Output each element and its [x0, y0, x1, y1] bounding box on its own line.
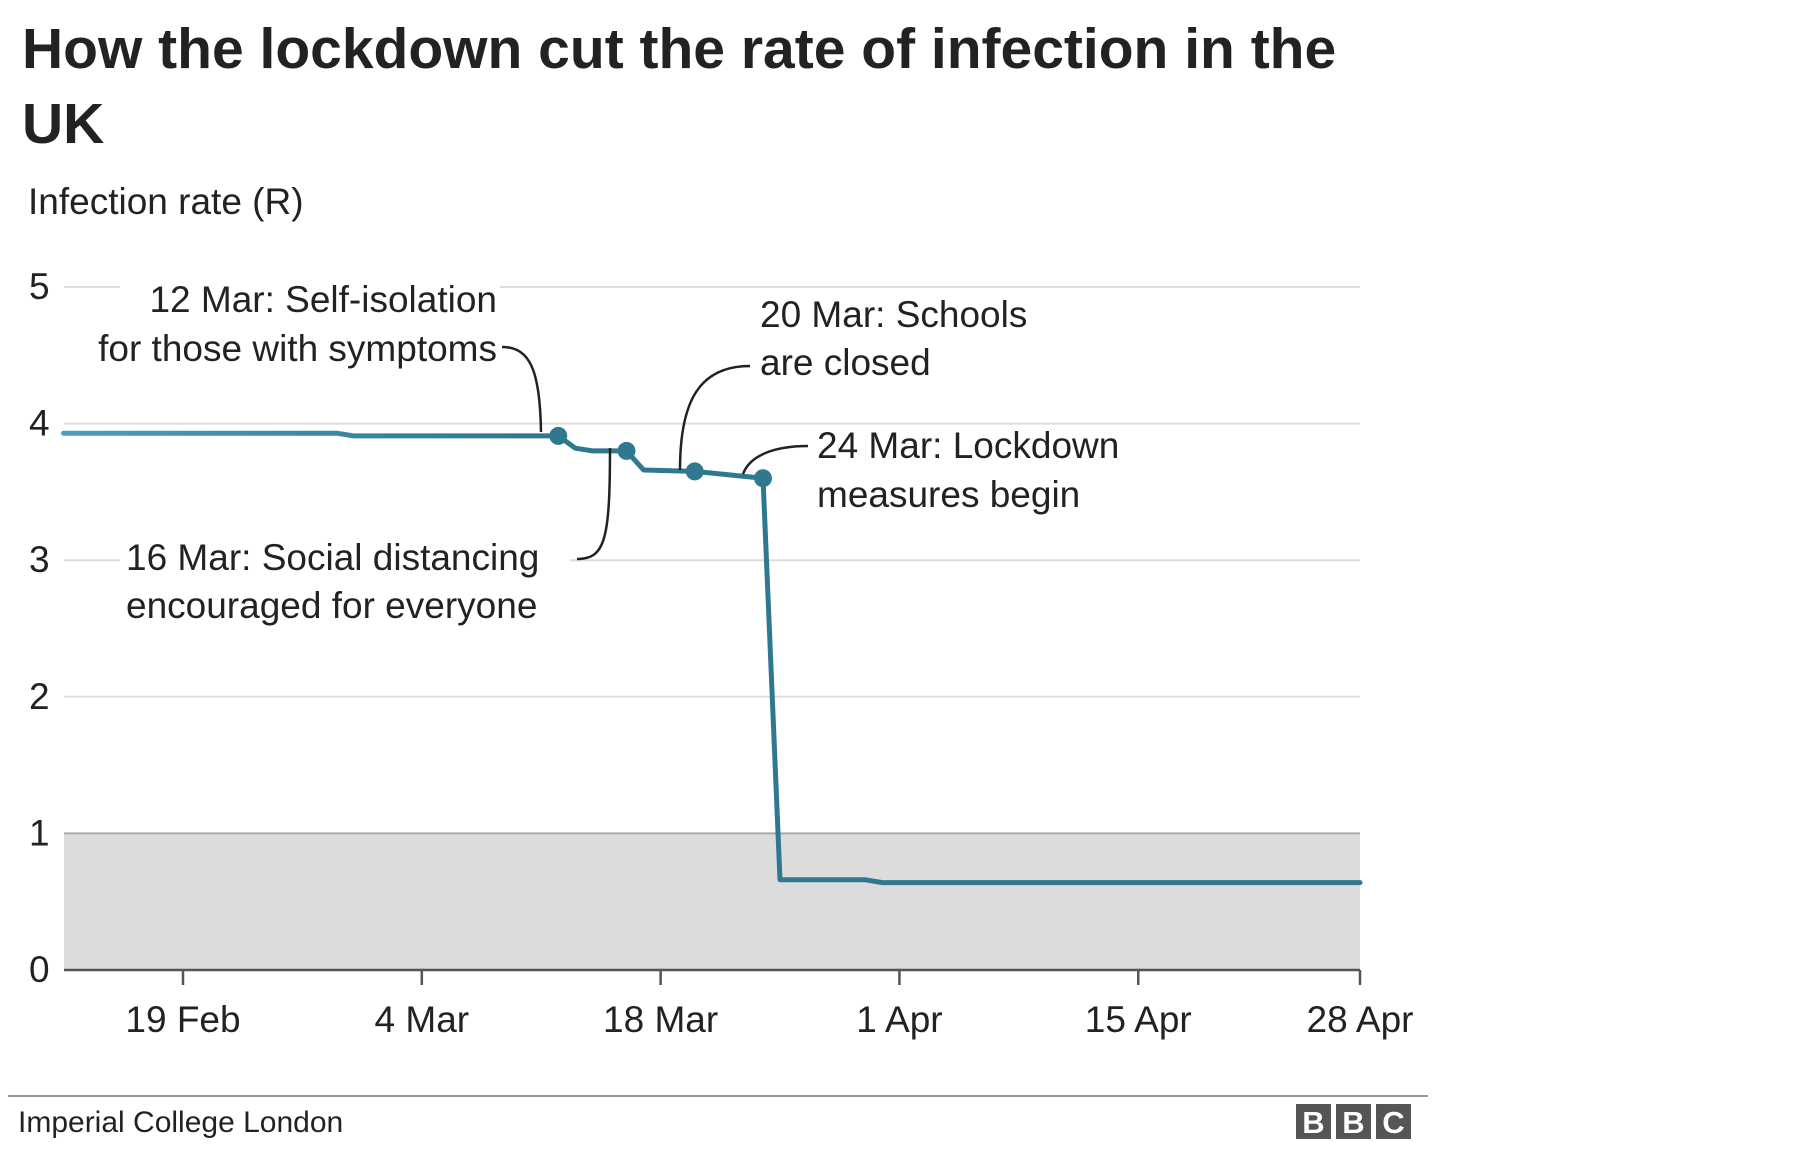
- annotation-lockdown-leader: [741, 444, 809, 475]
- y-tick-label-0: 0: [29, 949, 50, 990]
- y-axis-label: Infection rate (R): [28, 181, 304, 222]
- bbc-logo-box-1: [1336, 1104, 1371, 1139]
- annotation-schools-line-2: are closed: [760, 342, 931, 383]
- y-tick-label-5: 5: [29, 266, 50, 307]
- annotation-social-distancing-leader: [576, 447, 612, 561]
- annotation-self-isolation-line-2: for those with symptoms: [98, 328, 497, 369]
- annotation-social-distancing-line-2: encouraged for everyone: [126, 585, 537, 626]
- annotation-self-isolation-line-1: 12 Mar: Self-isolation: [149, 279, 497, 320]
- shaded-band: [64, 833, 1360, 970]
- x-tick-label-5: 28 Apr: [1307, 999, 1414, 1040]
- bbc-logo-box-0: [1296, 1104, 1331, 1139]
- x-tick-label-0: 19 Feb: [125, 999, 240, 1040]
- infection-rate-series: [61, 430, 1363, 886]
- annotation-self-isolation-leader: [501, 345, 543, 433]
- source-label: Imperial College London: [18, 1106, 343, 1139]
- x-tick-label-3: 1 Apr: [856, 999, 942, 1040]
- bbc-logo-letter-1: B: [1342, 1105, 1364, 1140]
- event-marker-0: [549, 426, 568, 445]
- bbc-logo-letter-2: C: [1382, 1105, 1404, 1140]
- annotation-lockdown-line-1: 24 Mar: Lockdown: [817, 425, 1119, 466]
- y-axis-ticks: 0 1 2 3 4 5: [29, 266, 50, 990]
- x-axis: 19 Feb 4 Mar 18 Mar 1 Apr 15 Apr 28 Apr: [64, 968, 1414, 1040]
- annotation-social-distancing-line-1: 16 Mar: Social distancing: [126, 537, 539, 578]
- x-tick-label-1: 4 Mar: [375, 999, 470, 1040]
- y-tick-label-2: 2: [29, 676, 50, 717]
- x-tick-label-2: 18 Mar: [603, 999, 718, 1040]
- annotation-self-isolation-bg: [120, 278, 500, 368]
- event-marker-3: [753, 469, 772, 488]
- chart-title: How the lockdown cut the rate of infecti…: [22, 17, 1337, 156]
- annotation-social-distancing-bg: [120, 530, 570, 630]
- x-tick-label-4: 15 Apr: [1085, 999, 1192, 1040]
- annotation-schools-line-1: 20 Mar: Schools: [760, 294, 1027, 335]
- y-tick-label-1: 1: [29, 812, 50, 853]
- annotations: 12 Mar: Self-isolation for those with sy…: [98, 278, 1119, 630]
- event-markers: [549, 426, 772, 488]
- annotation-schools-leader: [678, 364, 751, 471]
- bbc-logo-box-2: [1376, 1104, 1411, 1139]
- event-marker-1: [617, 441, 636, 460]
- y-tick-label-3: 3: [29, 539, 50, 580]
- annotation-lockdown-line-2: measures begin: [817, 474, 1080, 515]
- event-marker-2: [685, 462, 704, 481]
- y-tick-label-4: 4: [29, 403, 50, 444]
- series-line-0: [61, 430, 1363, 886]
- bbc-logo-letter-0: B: [1302, 1105, 1324, 1140]
- r-below-one-band: [64, 832, 1360, 970]
